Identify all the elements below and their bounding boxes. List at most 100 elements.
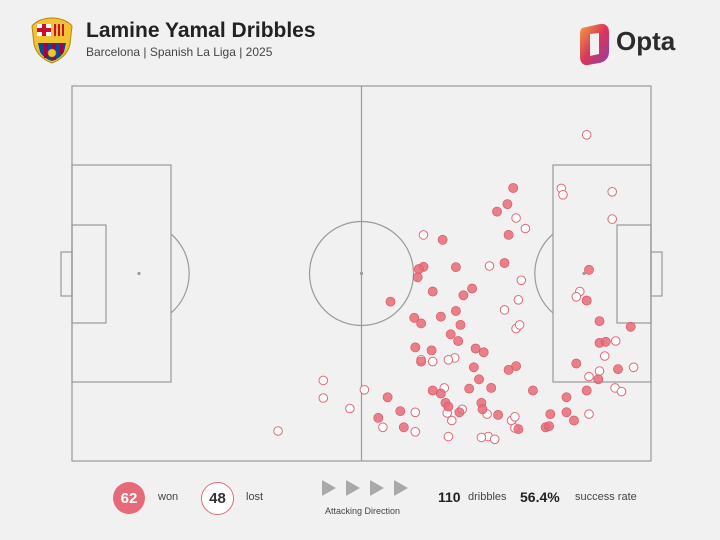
dribble-won-point xyxy=(468,362,479,373)
dribble-lost-point xyxy=(616,386,627,397)
attacking-direction-label: Attacking Direction xyxy=(325,506,401,516)
dribble-lost-point xyxy=(599,351,610,361)
opta-brand-text: Opta xyxy=(616,26,676,56)
dribble-lost-point xyxy=(443,355,454,365)
dribble-won-point xyxy=(561,407,572,418)
header: Lamine Yamal Dribbles Barcelona | Spanis… xyxy=(0,0,720,80)
right-goal xyxy=(650,251,663,297)
right-penalty-arc xyxy=(534,233,554,314)
barcelona-crest-icon xyxy=(31,17,73,64)
dribble-won-point xyxy=(625,321,636,332)
success-rate-label: success rate xyxy=(575,491,637,503)
dribble-won-point xyxy=(528,385,538,396)
dribble-won-point xyxy=(499,258,510,268)
dribble-won-point xyxy=(613,364,623,374)
lost-label: lost xyxy=(246,491,264,503)
dribbles-label: dribbles xyxy=(468,491,507,503)
dribble-won-point xyxy=(409,312,420,323)
dribble-won-point xyxy=(450,262,461,272)
right-penalty-spot xyxy=(582,271,586,276)
dribble-won-point xyxy=(410,342,421,353)
dribble-won-point xyxy=(427,286,438,297)
dribble-lost-point xyxy=(513,295,524,305)
success-rate-value: 56.4% xyxy=(520,489,560,505)
dribble-lost-point xyxy=(584,371,594,382)
dribble-won-point xyxy=(412,272,423,283)
dribble-won-point xyxy=(492,206,502,217)
dribble-lost-point xyxy=(476,432,487,443)
dribble-won-point xyxy=(454,407,465,418)
page-subtitle: Barcelona | Spanish La Liga | 2025 xyxy=(86,45,273,59)
footer-legend: 62 won 48 lost Attacking Direction 110 d… xyxy=(0,470,720,540)
dribble-lost-point xyxy=(514,320,525,330)
pitch-chart xyxy=(60,85,663,462)
lost-count-badge: 48 xyxy=(201,482,234,515)
dribble-won-point xyxy=(395,406,406,416)
dribble-won-point xyxy=(398,422,409,433)
dribble-won-point xyxy=(593,374,604,385)
dribble-won-point xyxy=(584,264,594,275)
dribble-won-point xyxy=(416,356,426,367)
dribble-won-point xyxy=(571,358,582,369)
dribble-won-point xyxy=(594,316,605,326)
dribble-lost-point xyxy=(318,375,329,386)
dribble-won-point xyxy=(503,364,514,375)
dribble-won-point xyxy=(477,404,488,415)
won-dribbles-layer xyxy=(373,183,636,434)
lost-dribbles-layer xyxy=(273,130,639,445)
dribble-won-point xyxy=(470,343,481,354)
dribble-lost-point xyxy=(359,385,370,395)
opta-logo-icon xyxy=(580,23,609,66)
dribble-won-point xyxy=(545,409,556,419)
dribble-lost-point xyxy=(607,214,618,224)
dribble-won-point xyxy=(450,306,461,316)
dribble-won-point xyxy=(382,392,393,403)
dribble-won-point xyxy=(443,401,454,412)
dribble-won-point xyxy=(513,424,524,434)
play-arrow-icon xyxy=(346,480,360,496)
right-penalty-box xyxy=(552,164,652,383)
dribble-won-point xyxy=(453,336,464,346)
dribble-won-point xyxy=(413,264,424,274)
dribble-lost-point xyxy=(410,427,421,437)
dribble-won-point xyxy=(426,345,437,356)
dribble-lost-point xyxy=(418,230,429,240)
dribble-won-point xyxy=(373,412,384,423)
dribble-lost-point xyxy=(594,366,605,376)
dribble-lost-point xyxy=(607,187,618,197)
dribble-won-point xyxy=(458,290,469,301)
dribble-lost-point xyxy=(510,412,520,422)
dribble-won-point xyxy=(503,229,514,240)
dribble-lost-point xyxy=(628,362,639,373)
page-title: Lamine Yamal Dribbles xyxy=(86,19,316,42)
dribble-lost-point xyxy=(511,213,521,223)
dribble-won-point xyxy=(561,392,572,403)
dribble-won-point xyxy=(455,319,466,330)
play-arrow-icon xyxy=(370,480,384,496)
dribble-won-point xyxy=(581,385,592,396)
dribble-lost-point xyxy=(520,223,531,234)
dribble-lost-point xyxy=(581,130,592,140)
opta-logo: Opta xyxy=(578,22,693,66)
right-six-yard-box xyxy=(616,224,652,324)
dribble-lost-point xyxy=(318,393,329,403)
total-dribbles-value: 110 xyxy=(438,489,461,505)
dribble-won-point xyxy=(544,421,554,431)
won-label: won xyxy=(158,491,179,503)
dribble-won-point xyxy=(569,415,579,426)
dribble-won-point xyxy=(435,311,446,322)
dribble-won-point xyxy=(493,409,503,420)
center-spot xyxy=(359,271,364,276)
dribble-won-point xyxy=(416,318,426,329)
dribble-lost-point xyxy=(410,407,421,418)
left-penalty-spot xyxy=(137,271,141,276)
dribble-won-point xyxy=(486,382,497,393)
play-arrow-icon xyxy=(394,480,408,496)
dribble-lost-point xyxy=(484,261,495,271)
dribble-won-point xyxy=(427,385,438,396)
left-goal xyxy=(60,251,73,297)
dribble-lost-point xyxy=(273,426,283,436)
play-arrow-icon xyxy=(322,480,336,496)
dribble-lost-point xyxy=(447,415,457,426)
dribble-lost-point xyxy=(378,422,388,433)
